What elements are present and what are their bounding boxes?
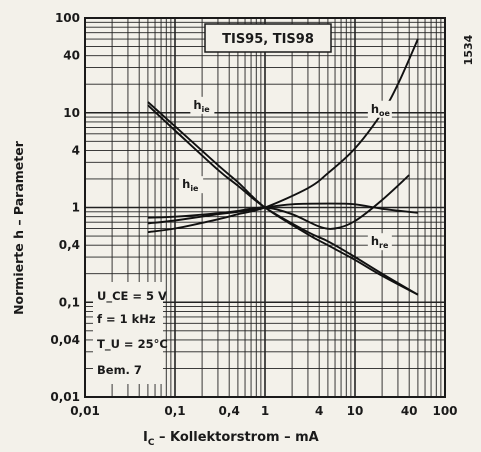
x-axis-title: IC – Kollektorstrom – mA xyxy=(143,430,319,448)
curve-label-sub: re xyxy=(379,241,389,250)
conditions-background xyxy=(93,282,163,384)
figure-number: 1534 xyxy=(462,34,475,65)
y-tick-label: 10 xyxy=(63,106,80,120)
x-tick-label: 4 xyxy=(315,404,323,418)
conditions-box: U_CE = 5 V f = 1 kHz T_U = 25°C Bem. 7 xyxy=(93,282,168,384)
y-tick-label: 0,04 xyxy=(50,333,80,347)
curve-label: hie xyxy=(193,98,210,114)
curve-label-background xyxy=(367,233,392,251)
x-tick-label: 0,01 xyxy=(70,404,100,418)
curve-label-main: h xyxy=(182,177,190,191)
chart-title: TIS95, TIS98 xyxy=(222,32,314,47)
curve-label: hie xyxy=(182,177,199,193)
curve-label-sub: oe xyxy=(379,109,390,118)
curve-label-background xyxy=(179,176,204,194)
x-axis-title-sub: C xyxy=(148,438,155,448)
y-tick-label: 40 xyxy=(63,49,80,63)
series-line-hie-0 xyxy=(147,104,419,296)
curve-label-main: h xyxy=(193,98,201,112)
x-tick-label: 100 xyxy=(432,404,457,418)
plot-frame xyxy=(84,17,446,398)
curve-label-sub: ie xyxy=(190,184,199,193)
curve-label-sub: ie xyxy=(202,105,211,114)
y-tick-label: 100 xyxy=(55,11,80,25)
x-tick-label: 10 xyxy=(347,404,364,418)
curve-label: hre xyxy=(371,234,389,250)
x-tick-label: 0,4 xyxy=(219,404,240,418)
grid xyxy=(84,18,445,398)
y-tick-label: 0,01 xyxy=(50,390,80,404)
condition-temperature: T_U = 25°C xyxy=(97,337,168,352)
curve-label-background xyxy=(190,96,215,114)
title-box xyxy=(204,23,332,53)
condition-uce: U_CE = 5 V xyxy=(97,289,167,304)
tick-labels: 0,01 0,1 0,4 1 4 10 40 100 0,01 0,04 0,1 0,4 1 4 10 40 1… xyxy=(50,11,457,418)
x-tick-label: 40 xyxy=(401,404,418,418)
curve-label-main: h xyxy=(371,234,379,248)
x-axis-title-rest: – Kollektorstrom – mA xyxy=(154,430,318,445)
series-line-hre-4 xyxy=(147,174,410,230)
y-tick-label: 4 xyxy=(72,143,80,157)
x-tick-label: 0,1 xyxy=(164,404,185,418)
plot-border xyxy=(84,17,446,398)
series-line-hfe-3 xyxy=(147,202,419,225)
curves xyxy=(147,38,419,296)
y-tick-label: 0,4 xyxy=(59,238,80,252)
y-tick-label: 1 xyxy=(72,201,80,215)
y-axis-title: Normierte h – Parameter xyxy=(11,140,26,315)
curve-label: hoe xyxy=(371,102,391,118)
curve-label-main: h xyxy=(371,102,379,116)
curve-label-background xyxy=(367,100,392,118)
x-axis-title-main: I xyxy=(143,430,148,445)
condition-frequency: f = 1 kHz xyxy=(97,312,156,326)
x-tick-label: 1 xyxy=(261,404,269,418)
y-tick-label: 0,1 xyxy=(59,295,80,309)
series-line-hie-1 xyxy=(147,101,419,296)
condition-note: Bem. 7 xyxy=(97,363,142,377)
